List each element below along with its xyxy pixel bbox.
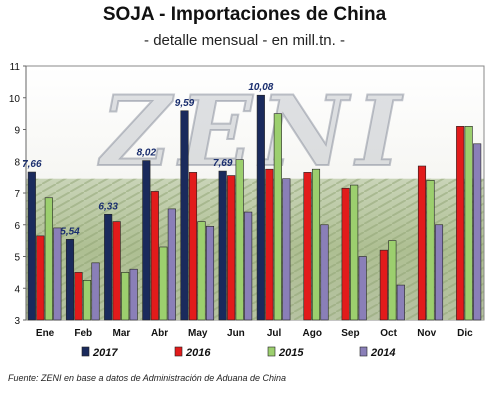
x-tick-label: Ene bbox=[36, 328, 55, 339]
bar-2014-ene bbox=[53, 227, 62, 321]
bar-2014-ago bbox=[320, 224, 329, 321]
data-label: 8,02 bbox=[137, 148, 157, 159]
legend-label-2017: 2017 bbox=[92, 347, 118, 359]
x-tick-label: Dic bbox=[457, 328, 473, 339]
legend-swatch-2017 bbox=[81, 346, 90, 357]
bar-2015-abr bbox=[159, 246, 168, 321]
y-tick-label: 6 bbox=[14, 221, 20, 232]
legend: 2017 2016 2015 2014 bbox=[81, 346, 395, 359]
y-tick-label: 9 bbox=[14, 126, 20, 137]
y-tick-label: 8 bbox=[14, 157, 20, 168]
x-axis: Ene Feb Mar Abr May Jun Jul Ago Sep Oct Nov Dic bbox=[36, 328, 473, 339]
bar-2015-jun bbox=[235, 159, 244, 321]
bar-2016-dic bbox=[456, 126, 465, 321]
source-note: Fuente: ZENI en base a datos de Administ… bbox=[8, 373, 287, 383]
bar-2016-sep bbox=[341, 187, 350, 321]
chart-subtitle: - detalle mensual - en mill.tn. - bbox=[144, 32, 345, 49]
y-tick-label: 10 bbox=[9, 94, 21, 105]
data-label: 10,08 bbox=[248, 82, 273, 93]
bar-2015-sep bbox=[350, 184, 359, 321]
bar-2014-feb bbox=[91, 262, 100, 321]
x-tick-label: Oct bbox=[380, 328, 397, 339]
field-rows bbox=[26, 178, 484, 320]
y-axis: 3 4 5 6 7 8 9 10 11 bbox=[9, 62, 27, 327]
data-label: 6,33 bbox=[98, 201, 118, 212]
bars bbox=[27, 94, 482, 321]
data-label: 9,59 bbox=[175, 98, 195, 109]
bar-2017-ene bbox=[27, 171, 36, 321]
bar-2015-jul bbox=[273, 113, 282, 321]
x-tick-label: Jun bbox=[227, 328, 245, 339]
bar-2016-may bbox=[188, 172, 198, 321]
bar-2014-nov bbox=[434, 224, 444, 321]
bar-2017-abr bbox=[142, 160, 151, 321]
y-tick-label: 7 bbox=[14, 189, 20, 200]
legend-swatch-2014 bbox=[359, 346, 368, 357]
bar-2014-sep bbox=[358, 256, 367, 321]
bar-2016-oct bbox=[379, 249, 388, 321]
x-tick-label: Ago bbox=[303, 328, 322, 339]
bar-2017-may bbox=[180, 110, 189, 321]
bar-2015-oct bbox=[388, 240, 397, 321]
y-tick-label: 3 bbox=[14, 316, 20, 327]
bar-2015-nov bbox=[426, 180, 435, 321]
bar-2015-dic bbox=[464, 126, 473, 321]
x-tick-label: Abr bbox=[151, 328, 168, 339]
x-tick-label: Sep bbox=[341, 328, 359, 339]
bar-2015-mar bbox=[121, 272, 130, 321]
bar-2016-nov bbox=[417, 165, 427, 321]
bar-2014-dic bbox=[473, 143, 482, 321]
bar-2016-mar bbox=[112, 221, 121, 321]
bar-2016-ago bbox=[303, 172, 312, 321]
bar-2015-feb bbox=[82, 280, 92, 321]
data-label: 7,66 bbox=[22, 159, 42, 170]
bar-2014-jun bbox=[244, 211, 253, 321]
bar-2016-feb bbox=[74, 272, 83, 321]
bar-2015-may bbox=[197, 221, 206, 321]
legend-label-2014: 2014 bbox=[370, 347, 395, 359]
data-labels: 7,66 5,54 6,33 8,02 9,59 7,69 10,08 bbox=[22, 82, 274, 237]
legend-swatch-2015 bbox=[267, 346, 276, 357]
x-tick-label: Mar bbox=[113, 328, 131, 339]
legend-swatch-2016 bbox=[174, 346, 183, 357]
y-tick-label: 4 bbox=[14, 284, 20, 295]
y-tick-label: 11 bbox=[10, 62, 21, 73]
y-tick-label: 5 bbox=[14, 253, 20, 264]
bar-2017-jun bbox=[218, 170, 227, 321]
bar-2014-jul bbox=[282, 178, 291, 321]
bar-2014-abr bbox=[167, 208, 176, 321]
chart-title: SOJA - Importaciones de China bbox=[102, 4, 387, 25]
x-tick-label: Nov bbox=[417, 328, 436, 339]
legend-label-2016: 2016 bbox=[185, 347, 211, 359]
bar-2014-may bbox=[205, 226, 215, 321]
legend-label-2015: 2015 bbox=[278, 347, 304, 359]
bar-2017-jul bbox=[256, 94, 265, 321]
bar-2015-ago bbox=[311, 168, 321, 321]
bar-2016-abr bbox=[150, 191, 159, 321]
bar-2014-oct bbox=[396, 284, 405, 321]
bar-2016-jul bbox=[265, 168, 274, 321]
x-tick-label: Jul bbox=[267, 328, 282, 339]
bar-2017-mar bbox=[104, 213, 113, 321]
bar-2016-ene bbox=[36, 235, 45, 321]
bar-2015-ene bbox=[44, 197, 53, 321]
bar-2017-feb bbox=[65, 239, 75, 321]
x-tick-label: May bbox=[188, 328, 208, 339]
data-label: 5,54 bbox=[60, 226, 80, 237]
bar-2014-mar bbox=[129, 268, 138, 321]
bar-2016-jun bbox=[227, 175, 236, 321]
x-tick-label: Feb bbox=[74, 328, 92, 339]
data-label: 7,69 bbox=[213, 158, 233, 169]
